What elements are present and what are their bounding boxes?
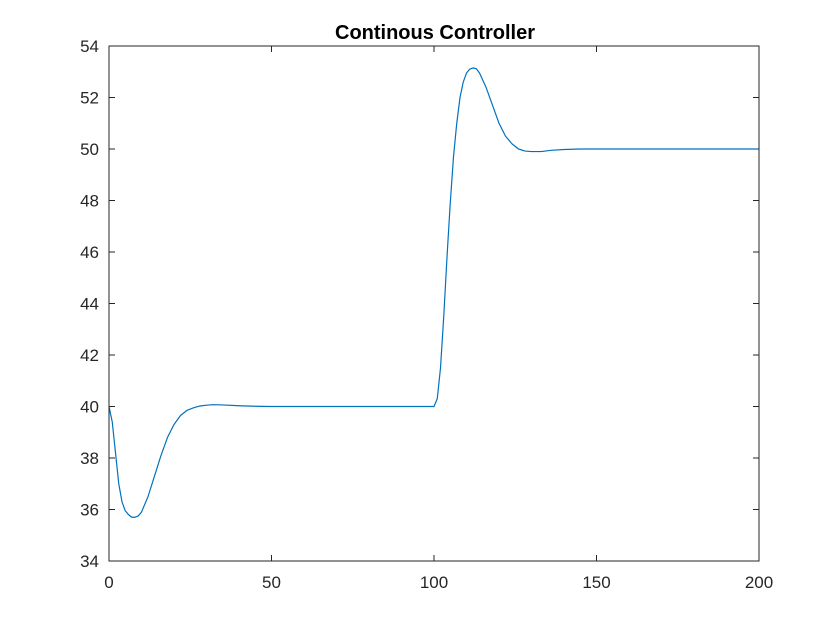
y-tick-label: 36 [80,501,99,520]
y-tick-label: 50 [80,140,99,159]
y-tick-label: 46 [80,243,99,262]
y-tick-label: 38 [80,449,99,468]
y-tick-label: 42 [80,346,99,365]
plot-frame [108,45,760,562]
x-tick-label: 150 [582,573,610,592]
axes: 0 50 100 150 200 34 36 38 40 42 44 46 48 50 52 54 [80,37,773,592]
y-tick-label: 40 [80,398,99,417]
chart-title: Continous Controller [335,22,535,44]
y-tick-label: 34 [80,552,99,571]
x-tick-label: 100 [420,573,448,592]
y-tick-label: 52 [80,89,99,108]
x-tick-label: 50 [262,573,281,592]
y-tick-label: 44 [80,295,99,314]
series-layer [108,67,759,518]
x-tick-label: 200 [745,573,773,592]
y-tick-label: 54 [80,37,99,56]
y-tick-label: 48 [80,192,99,211]
plot-area [109,46,759,561]
x-tick-label: 0 [104,573,113,592]
series-line [108,67,759,518]
